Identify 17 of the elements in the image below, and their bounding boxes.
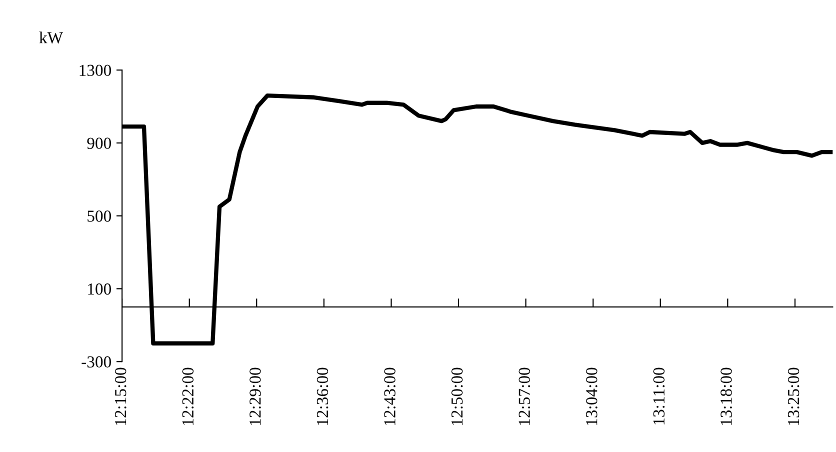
- x-tick-label: 12:36:00: [316, 368, 328, 425]
- x-tick-label: 12:50:00: [451, 368, 463, 425]
- y-tick-label: 500: [88, 210, 112, 222]
- x-tick-label: 12:29:00: [250, 368, 261, 425]
- y-tick-label: 100: [88, 283, 112, 295]
- y-tick-label: 900: [87, 138, 112, 149]
- x-tick-label: 12:15:00: [114, 368, 126, 425]
- x-tick-label: 12:43:00: [384, 368, 396, 425]
- x-tick-label: 13:25:00: [788, 368, 800, 425]
- y-axis-title: kW: [39, 32, 63, 44]
- y-tick-label: 1300: [80, 64, 112, 76]
- x-tick-label: 13:04:00: [586, 368, 598, 425]
- x-tick-label: 12:57:00: [518, 368, 530, 425]
- x-tick-label: 13:11:00: [653, 368, 665, 424]
- y-tick-label: -300: [82, 356, 112, 368]
- x-tick-label: 13:18:00: [720, 368, 732, 425]
- x-tick-label: 12:22:00: [182, 368, 194, 425]
